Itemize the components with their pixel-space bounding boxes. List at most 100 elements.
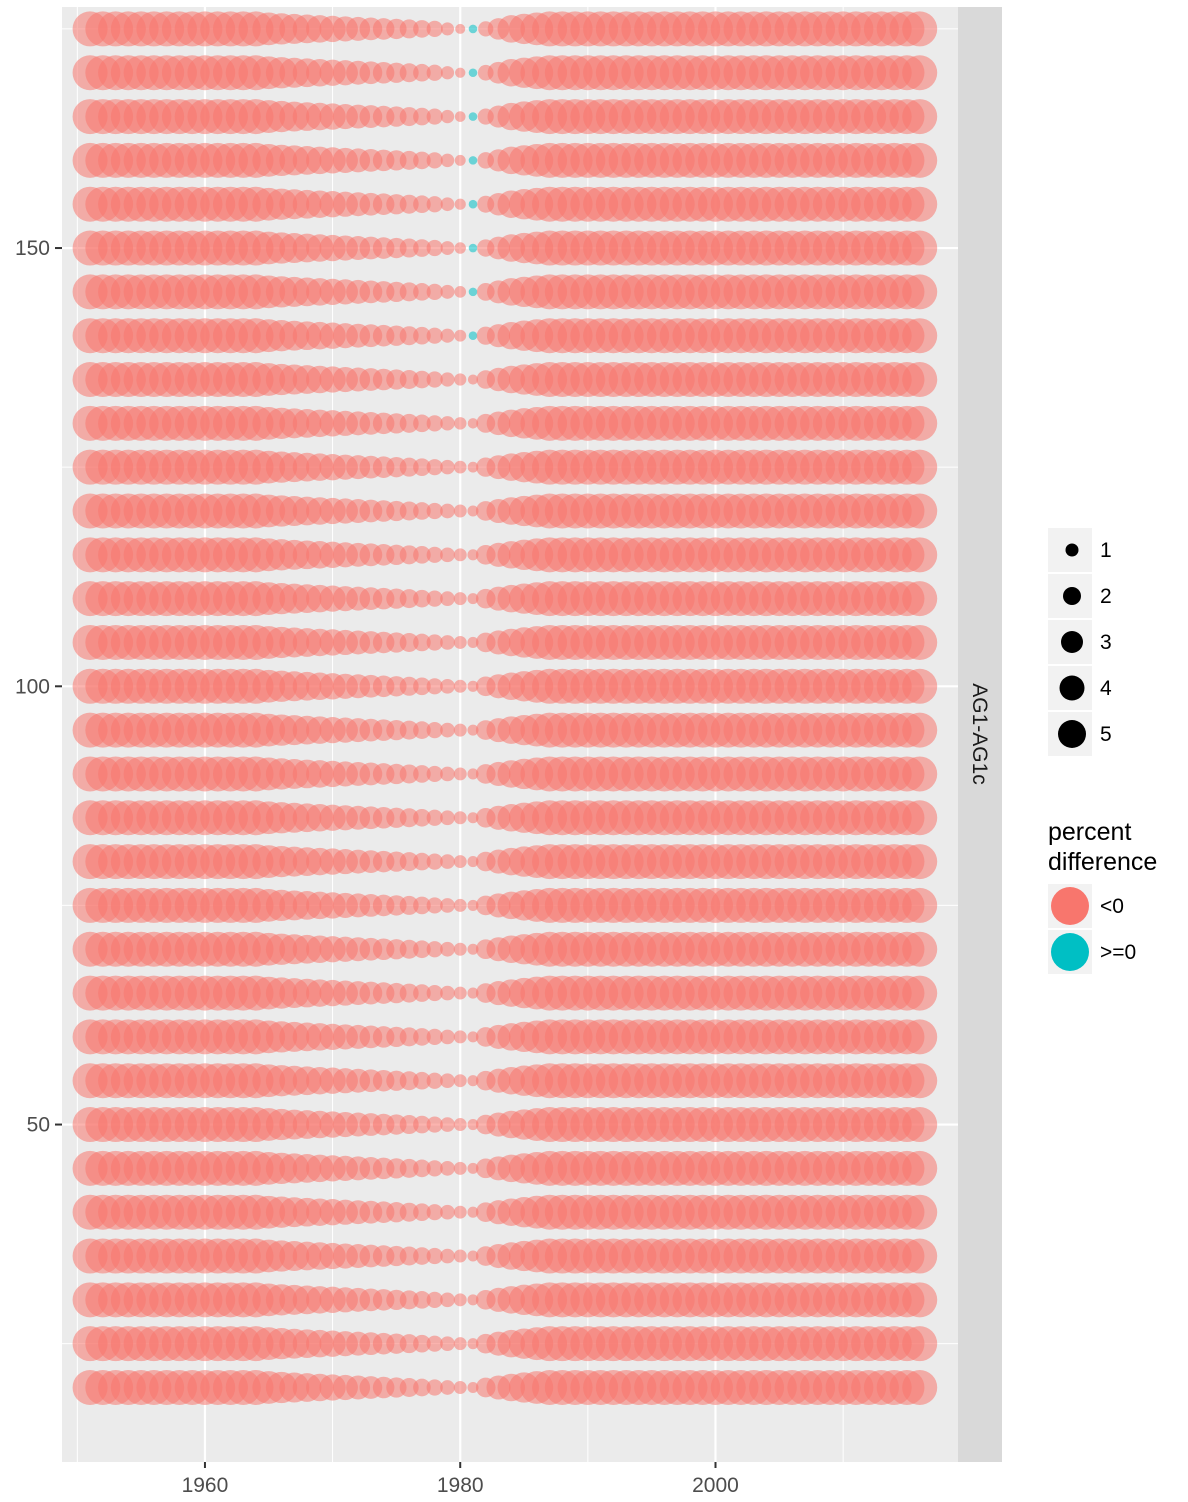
point-negative [453,1293,467,1307]
point-negative [399,1290,419,1310]
point-negative [440,1029,455,1045]
color-legend: percent difference <0 >=0 [1048,818,1157,974]
point-negative [399,19,419,39]
point-negative [467,636,479,649]
point-negative [399,808,419,828]
data-points [72,11,938,1405]
point-negative [440,1292,455,1308]
point-negative [399,1202,419,1222]
point-negative [426,20,443,38]
point-negative [440,328,455,343]
y-tick-label: 150 [15,237,50,260]
point-positive [468,24,478,34]
point-negative [399,457,419,477]
point-negative [426,196,443,213]
point-negative [399,107,419,127]
point-negative [413,195,431,214]
point-negative [399,1115,419,1135]
point-negative [467,1381,479,1394]
point-negative [426,108,443,125]
point-negative [453,986,467,1000]
point-negative [467,856,479,868]
point-negative [440,109,455,124]
point-negative [902,1150,938,1186]
point-negative [413,1203,431,1222]
point-positive [468,199,478,209]
point-positive [468,331,478,340]
point-negative [413,545,431,564]
point-negative [467,374,479,385]
point-negative [440,22,455,36]
point-negative [413,1334,431,1353]
point-negative [399,63,419,83]
point-negative [453,1118,467,1132]
point-negative [413,852,431,871]
point-negative [413,633,431,652]
point-negative [413,63,431,82]
point-negative [440,722,455,738]
point-negative [399,501,419,521]
point-negative [399,1246,419,1266]
point-negative [426,1072,443,1089]
point-negative [399,895,419,915]
x-tick-label: 1960 [182,1474,229,1497]
point-negative [902,1063,938,1099]
point-negative [467,1294,479,1306]
point-negative [426,1116,443,1133]
point-negative [453,767,467,781]
point-negative [902,668,938,704]
point-negative [467,1031,479,1043]
point-negative [467,1119,479,1131]
point-negative [454,373,467,386]
point-negative [902,887,938,923]
point-negative [453,723,467,737]
point-negative [902,581,938,617]
point-negative [440,766,455,782]
point-negative [413,458,431,476]
point-negative [426,327,443,344]
point-negative [399,545,419,565]
point-negative [467,1162,479,1174]
point-negative [426,809,443,826]
point-negative [440,678,455,694]
point-negative [440,941,455,957]
point-negative [902,756,938,792]
point-negative [413,808,431,827]
y-axis: 50 100 150 [15,237,62,1137]
point-negative [440,241,455,255]
point-negative [467,812,479,824]
point-negative [453,460,467,474]
point-negative [440,503,455,519]
point-negative [440,1336,455,1352]
point-negative [902,624,938,660]
point-negative [413,414,431,433]
point-negative [902,537,938,573]
point-negative [426,239,443,257]
point-negative [413,370,431,389]
point-negative [902,99,938,135]
point-negative [902,800,938,836]
point-negative [426,459,443,476]
color-legend-label: >=0 [1100,941,1136,964]
point-negative [440,635,455,650]
point-negative [426,678,443,695]
point-negative [413,677,431,696]
point-negative [902,274,938,310]
point-negative [453,1161,467,1175]
point-negative [413,1291,431,1309]
point-negative [467,943,479,955]
size-legend: 1 2 3 4 5 [1048,528,1112,756]
point-negative [426,371,443,388]
point-negative [467,1075,479,1087]
point-negative [413,765,431,783]
point-negative [426,853,443,870]
point-negative [902,1369,938,1405]
point-negative [413,1159,431,1178]
size-legend-dot [1063,587,1081,605]
point-negative [453,417,467,430]
point-negative [453,504,467,518]
point-negative [426,941,443,958]
point-negative [426,984,443,1002]
point-negative [413,589,431,608]
point-negative [453,942,467,956]
